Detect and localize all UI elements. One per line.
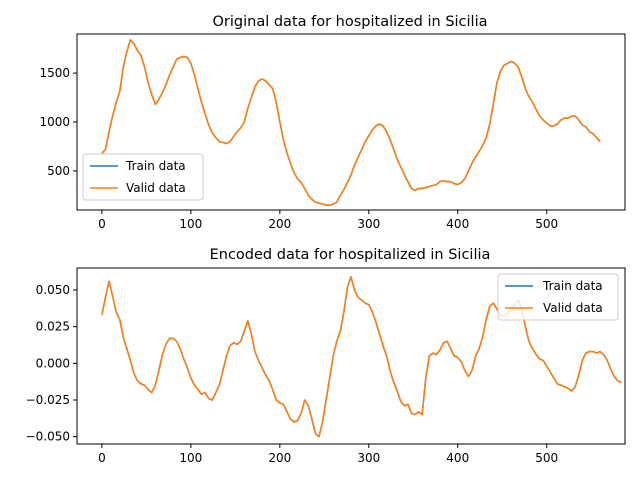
legend-label-valid: Valid data	[543, 301, 603, 315]
series-layer	[101, 39, 601, 206]
legend: Train data Valid data	[82, 153, 204, 201]
x-tick-label: 500	[535, 217, 558, 231]
ticks-layer: 0 100 200 300 400 500 0.050 0.025 0.000 −0.025 −0.…	[26, 283, 559, 465]
x-tick-label: 200	[268, 451, 291, 465]
y-tick-label: 1000	[39, 115, 70, 129]
x-tick-label: 400	[446, 451, 469, 465]
x-tick-label: 0	[98, 217, 106, 231]
legend-label-valid: Valid data	[126, 181, 186, 195]
x-tick-label: 500	[535, 451, 558, 465]
legend: Train data Valid data	[497, 273, 619, 321]
original-data-chart: Original data for hospitalized in Sicili…	[39, 14, 626, 231]
y-tick-label: 0.025	[36, 320, 70, 334]
series-layer	[101, 276, 622, 438]
legend-label-train: Train data	[125, 159, 186, 173]
ticks-layer: 0 100 200 300 400 500 500 1000 1500	[39, 66, 558, 231]
series-line-valid	[101, 276, 622, 438]
axes-frame	[76, 267, 626, 445]
series-line-valid	[101, 39, 601, 206]
encoded-data-chart: Encoded data for hospitalized in Sicilia…	[26, 247, 626, 465]
x-tick-label: 0	[98, 451, 106, 465]
y-tick-label: 500	[47, 164, 70, 178]
x-tick-label: 400	[446, 217, 469, 231]
x-tick-label: 100	[179, 451, 202, 465]
y-tick-label: −0.025	[26, 393, 70, 407]
x-tick-label: 200	[268, 217, 291, 231]
y-tick-label: 0.050	[36, 283, 70, 297]
x-tick-label: 300	[357, 217, 380, 231]
x-tick-label: 300	[357, 451, 380, 465]
chart-title: Original data for hospitalized in Sicili…	[213, 14, 488, 30]
y-tick-label: −0.050	[26, 430, 70, 444]
x-tick-label: 100	[179, 217, 202, 231]
legend-label-train: Train data	[542, 279, 603, 293]
y-tick-label: 0.000	[36, 356, 70, 370]
y-tick-label: 1500	[39, 66, 70, 80]
chart-title: Encoded data for hospitalized in Sicilia	[210, 247, 491, 263]
